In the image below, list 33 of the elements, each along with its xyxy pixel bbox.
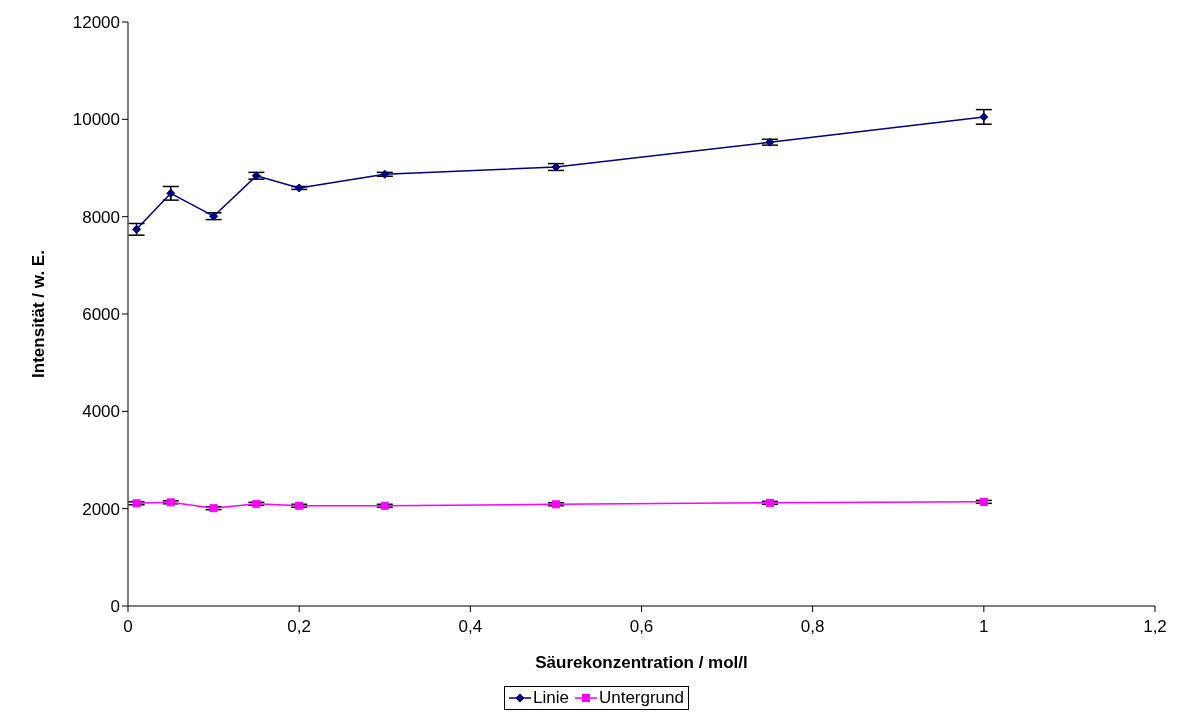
- y-tick-label: 4000: [82, 402, 120, 422]
- y-tick-label: 2000: [82, 499, 120, 519]
- point: [251, 171, 261, 181]
- point: [380, 169, 390, 179]
- x-tick-label: 0,4: [458, 617, 483, 637]
- x-tick-label: 0: [123, 617, 133, 637]
- y-axis-title: Intensität / w. E.: [29, 250, 49, 378]
- y-tick-label: 8000: [82, 207, 120, 227]
- legend-label: Linie: [532, 688, 569, 708]
- legend-label: Untergrund: [597, 688, 684, 708]
- point: [765, 498, 774, 507]
- point: [294, 183, 304, 193]
- y-tick-label: 12000: [72, 13, 120, 33]
- x-tick-label: 0,2: [287, 617, 311, 637]
- point: [209, 211, 219, 221]
- point: [166, 498, 175, 507]
- y-tick-label: 0: [110, 597, 120, 617]
- point: [551, 500, 560, 509]
- point: [551, 162, 561, 172]
- x-axis-title: Säurekonzentration / mol/l: [535, 653, 748, 672]
- point: [295, 501, 304, 510]
- point: [979, 497, 988, 506]
- point: [166, 188, 176, 198]
- point: [765, 137, 775, 147]
- x-tick-label: 0,6: [629, 617, 654, 637]
- x-tick-label: 1,2: [1143, 617, 1167, 637]
- point: [132, 224, 142, 234]
- y-tick-label: 6000: [82, 305, 120, 325]
- point: [380, 501, 389, 510]
- x-tick-label: 0,8: [800, 617, 825, 637]
- point: [979, 112, 989, 122]
- y-tick-label: 10000: [72, 110, 120, 130]
- x-tick-label: 1: [979, 617, 989, 637]
